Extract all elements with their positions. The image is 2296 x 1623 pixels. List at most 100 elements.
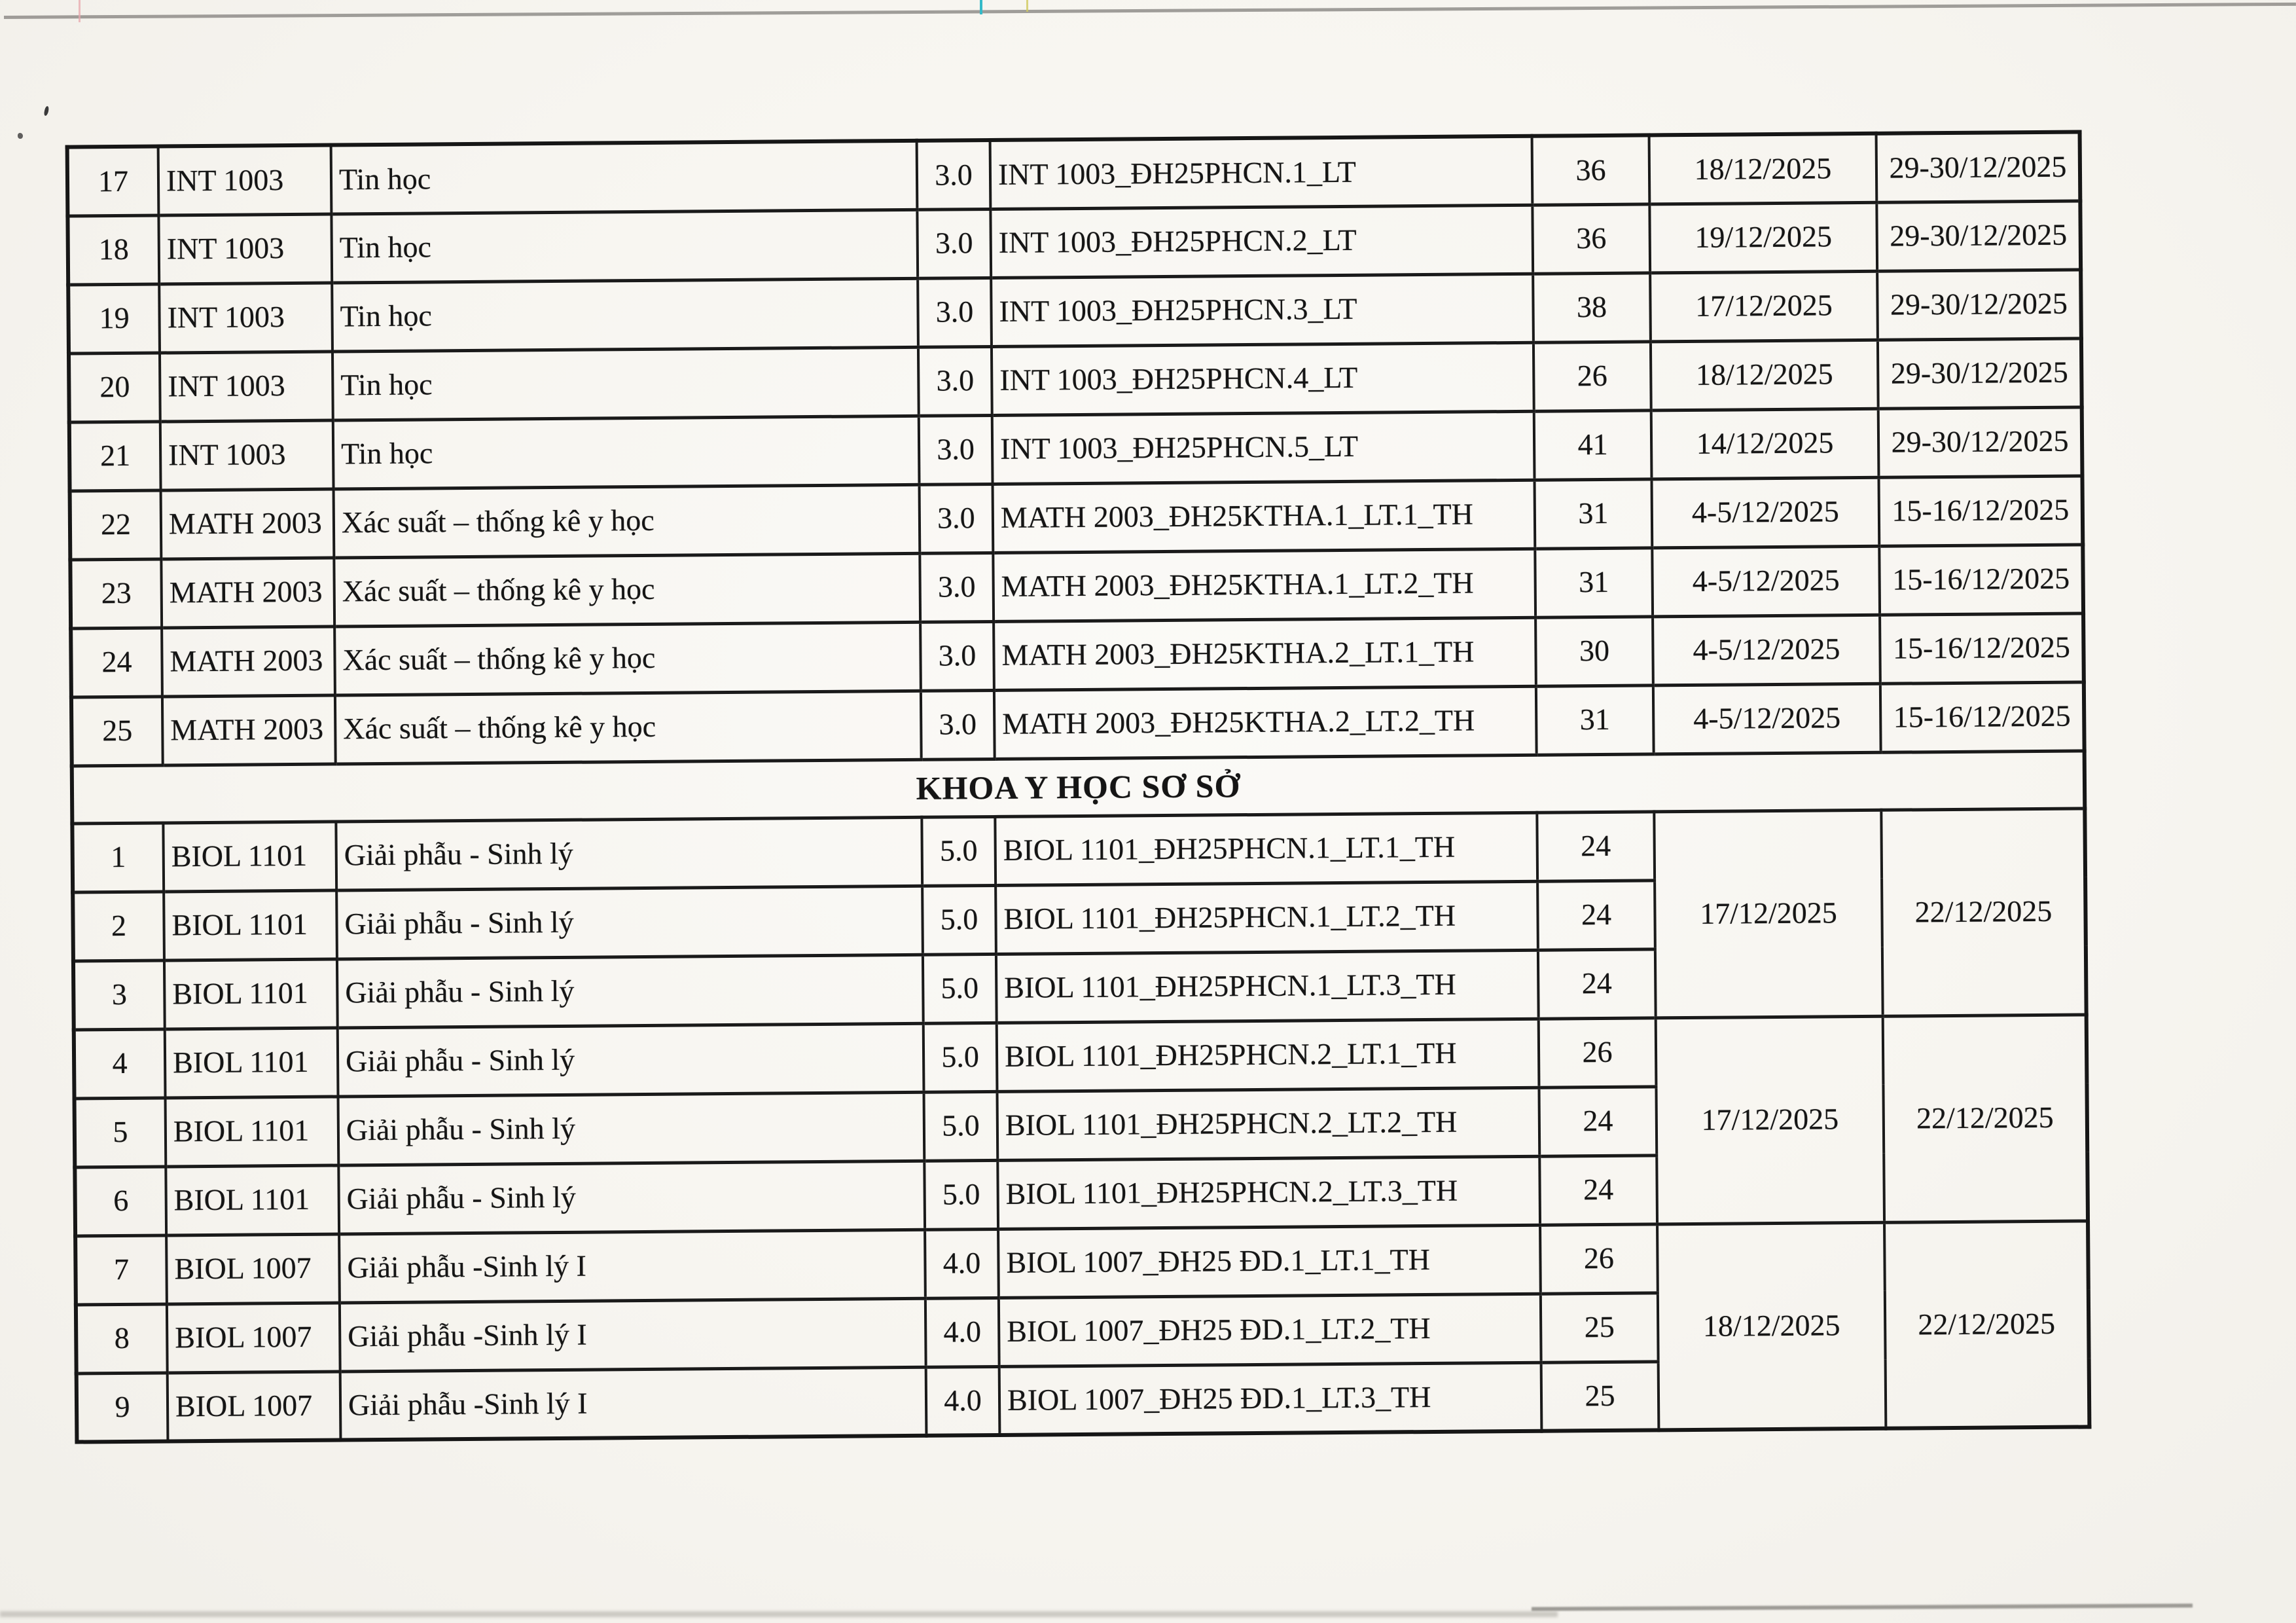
cell-class-code: BIOL 1101_ĐH25PHCN.2_LT.3_TH [997,1156,1541,1229]
cell-stt: 23 [70,558,162,629]
cell-course-code: MATH 2003 [160,488,334,559]
cell-course-name: Xác suất – thống kê y học [334,690,922,764]
cell-credits: 5.0 [924,1091,998,1161]
cell-exam-date-2: 15-16/12/2025 [1880,613,2084,684]
scan-edge-line [3,2,2296,19]
cell-course-code: BIOL 1101 [164,890,337,960]
cell-student-count: 24 [1537,811,1655,881]
cell-course-name: Giải phẫu - Sinh lý [338,1160,925,1234]
cell-course-code: BIOL 1007 [167,1371,341,1442]
cell-stt: 1 [72,822,164,892]
cell-exam-date: 14/12/2025 [1651,408,1879,479]
cell-class-code: BIOL 1101_ĐH25PHCN.1_LT.2_TH [996,881,1538,954]
cell-stt: 17 [67,146,159,216]
cell-stt: 5 [74,1097,166,1167]
cell-credits: 3.0 [920,552,994,622]
cell-stt: 8 [75,1304,168,1374]
cell-student-count: 26 [1533,341,1651,411]
cell-student-count: 24 [1539,1155,1658,1225]
cell-stt: 2 [73,891,164,961]
cell-stt: 24 [71,627,162,697]
cell-course-name: Giải phẫu - Sinh lý [338,1091,925,1165]
cell-credits: 5.0 [924,1159,999,1230]
cell-course-code: BIOL 1007 [166,1233,340,1304]
cell-course-code: INT 1003 [158,213,332,284]
cell-credits: 3.0 [918,346,992,416]
cell-credits: 3.0 [918,277,992,347]
cell-course-code: BIOL 1007 [166,1302,340,1373]
scan-tick-yellow [1026,0,1028,12]
cell-exam-date-2: 22/12/2025 [1884,1220,2090,1429]
cell-course-code: INT 1003 [159,282,332,353]
cell-course-name: Xác suất – thống kê y học [334,621,921,695]
cell-student-count: 25 [1540,1292,1659,1362]
cell-exam-date: 4-5/12/2025 [1652,545,1880,617]
cell-course-code: MATH 2003 [162,695,336,765]
cell-credits: 4.0 [925,1366,1000,1436]
cell-class-code: BIOL 1101_ĐH25PHCN.2_LT.1_TH [996,1018,1539,1091]
cell-class-code: BIOL 1007_ĐH25 ĐD.1_LT.1_TH [998,1224,1541,1298]
cell-course-code: BIOL 1101 [166,1165,340,1235]
cell-student-count: 24 [1537,949,1656,1019]
cell-exam-date: 17/12/2025 [1655,1015,1885,1224]
cell-course-name: Tin học [332,278,918,352]
cell-course-name: Xác suất – thống kê y học [333,484,920,558]
cell-course-name: Tin học [331,140,918,214]
table-row: 1 BIOL 1101 Giải phẫu - Sinh lý 5.0 BIOL… [72,808,2087,1018]
cell-exam-date: 18/12/2025 [1649,133,1877,204]
cell-exam-date: 4-5/12/2025 [1653,683,1881,754]
cell-student-count: 26 [1540,1224,1658,1294]
table-row: 7 BIOL 1007 Giải phẫu -Sinh lý I 4.0 BIO… [75,1220,2090,1431]
exam-schedule-table: 17 INT 1003 Tin học 3.0 INT 1003_ĐH25PHC… [65,130,2092,1444]
table-row: 4 BIOL 1101 Giải phẫu - Sinh lý 5.0 BIOL… [73,1014,2089,1224]
cell-credits: 3.0 [920,689,995,759]
cell-course-code: MATH 2003 [161,557,335,628]
cell-credits: 3.0 [920,621,994,691]
cell-credits: 5.0 [922,816,996,886]
cell-exam-date-2: 22/12/2025 [1881,808,2087,1016]
cell-credits: 5.0 [922,884,996,955]
cell-stt: 7 [75,1235,167,1305]
cell-class-code: MATH 2003_ĐH25KTHA.2_LT.1_TH [994,617,1536,690]
scan-bottom-line [1531,1603,2193,1611]
cell-student-count: 24 [1537,880,1655,950]
cell-exam-date-2: 29-30/12/2025 [1877,269,2081,340]
cell-credits: 3.0 [916,139,991,210]
cell-course-name: Giải phẫu - Sinh lý [337,1023,924,1097]
cell-credits: 3.0 [919,483,994,553]
cell-exam-date: 4-5/12/2025 [1653,614,1880,685]
cell-exam-date-2: 29-30/12/2025 [1876,132,2081,202]
cell-stt: 21 [69,421,161,491]
cell-course-name: Giải phẫu -Sinh lý I [339,1229,925,1303]
cell-exam-date-2: 29-30/12/2025 [1877,338,2082,409]
cell-course-code: BIOL 1101 [163,821,337,892]
cell-exam-date: 18/12/2025 [1650,339,1878,410]
cell-exam-date-2: 29-30/12/2025 [1876,200,2081,271]
cell-class-code: MATH 2003_ĐH25KTHA.1_LT.1_TH [992,479,1535,553]
cell-course-code: INT 1003 [158,145,332,215]
cell-credits: 3.0 [917,208,992,278]
cell-student-count: 24 [1539,1086,1657,1156]
cell-class-code: BIOL 1007_ĐH25 ĐD.1_LT.2_TH [998,1293,1541,1366]
scan-bottom-smudge [0,1611,1558,1617]
cell-stt: 4 [73,1029,166,1099]
cell-course-name: Xác suất – thống kê y học [334,553,921,627]
cell-stt: 19 [68,283,160,354]
cell-student-count: 41 [1534,410,1652,480]
scan-tick-red [79,0,81,22]
cell-student-count: 31 [1535,685,1654,755]
cell-course-code: BIOL 1101 [164,958,338,1029]
cell-credits: 4.0 [925,1297,999,1367]
cell-course-name: Tin học [332,346,919,420]
cell-class-code: BIOL 1101_ĐH25PHCN.1_LT.1_TH [995,812,1538,885]
cell-credits: 4.0 [925,1228,999,1298]
cell-credits: 5.0 [923,1022,997,1092]
cell-course-code: BIOL 1101 [164,1027,338,1098]
cell-course-name: Giải phẫu - Sinh lý [336,885,923,959]
cell-class-code: MATH 2003_ĐH25KTHA.2_LT.2_TH [994,685,1537,759]
cell-course-code: MATH 2003 [162,626,335,697]
cell-exam-date: 17/12/2025 [1654,809,1883,1018]
cell-stt: 20 [68,352,160,422]
cell-exam-date: 18/12/2025 [1657,1222,1886,1431]
